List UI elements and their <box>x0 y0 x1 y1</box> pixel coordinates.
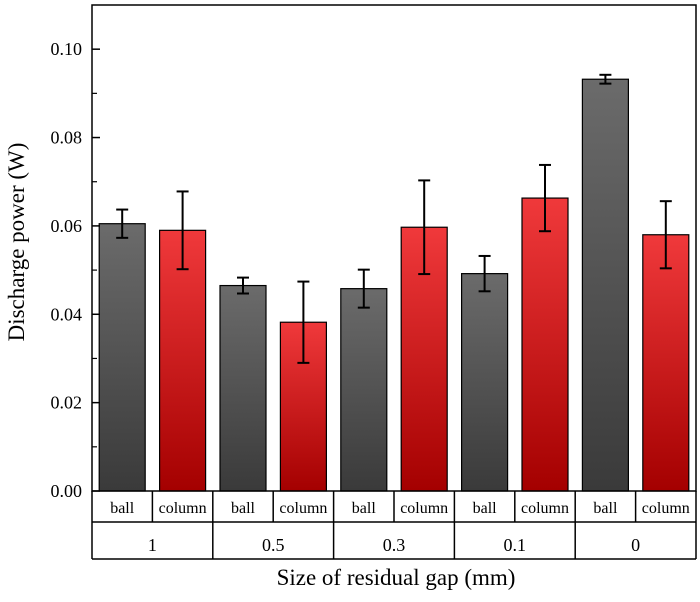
bar-column-0 <box>642 234 690 492</box>
series-label-ball: ball <box>110 500 135 517</box>
series-label-ball: ball <box>473 500 498 517</box>
series-label-column: column <box>159 500 207 517</box>
bars-layer <box>98 78 690 492</box>
error-bars-layer <box>116 73 672 364</box>
group-label-0.1: 0.1 <box>504 535 527 555</box>
group-label-0.5: 0.5 <box>262 535 285 555</box>
bar-ball-0 <box>581 78 630 492</box>
y-axis-label: Discharge power (W) <box>4 143 29 342</box>
series-label-ball: ball <box>231 500 256 517</box>
bar-ball-1 <box>98 223 146 492</box>
group-label-0.3: 0.3 <box>383 535 406 555</box>
series-label-ball: ball <box>593 500 618 517</box>
y-tick-label: 0.04 <box>51 304 83 324</box>
y-tick-label: 0.02 <box>51 393 83 413</box>
y-tick-label: 0.08 <box>51 128 83 148</box>
bar-column-1 <box>159 229 207 492</box>
bar-ball-0.5 <box>219 284 267 492</box>
bar-ball-0.3 <box>340 288 388 492</box>
bar-ball-0.1 <box>461 273 509 492</box>
y-tick-label: 0.10 <box>51 39 83 59</box>
axes-layer: 0.000.020.040.060.080.10 <box>51 4 697 560</box>
y-tick-label: 0.06 <box>51 216 83 236</box>
y-tick-label: 0.00 <box>51 481 83 501</box>
series-label-ball: ball <box>352 500 377 517</box>
bar-column-0.1 <box>521 197 569 492</box>
x-axis-label: Size of residual gap (mm) <box>277 565 516 590</box>
series-label-column: column <box>521 500 569 517</box>
category-labels-layer: ball column 1 ball column 0.5 ball column 0.3 bal… <box>110 500 690 555</box>
group-label-1: 1 <box>148 535 157 555</box>
group-label-0: 0 <box>631 535 640 555</box>
series-label-column: column <box>400 500 448 517</box>
series-label-column: column <box>279 500 327 517</box>
series-label-column: column <box>642 500 690 517</box>
